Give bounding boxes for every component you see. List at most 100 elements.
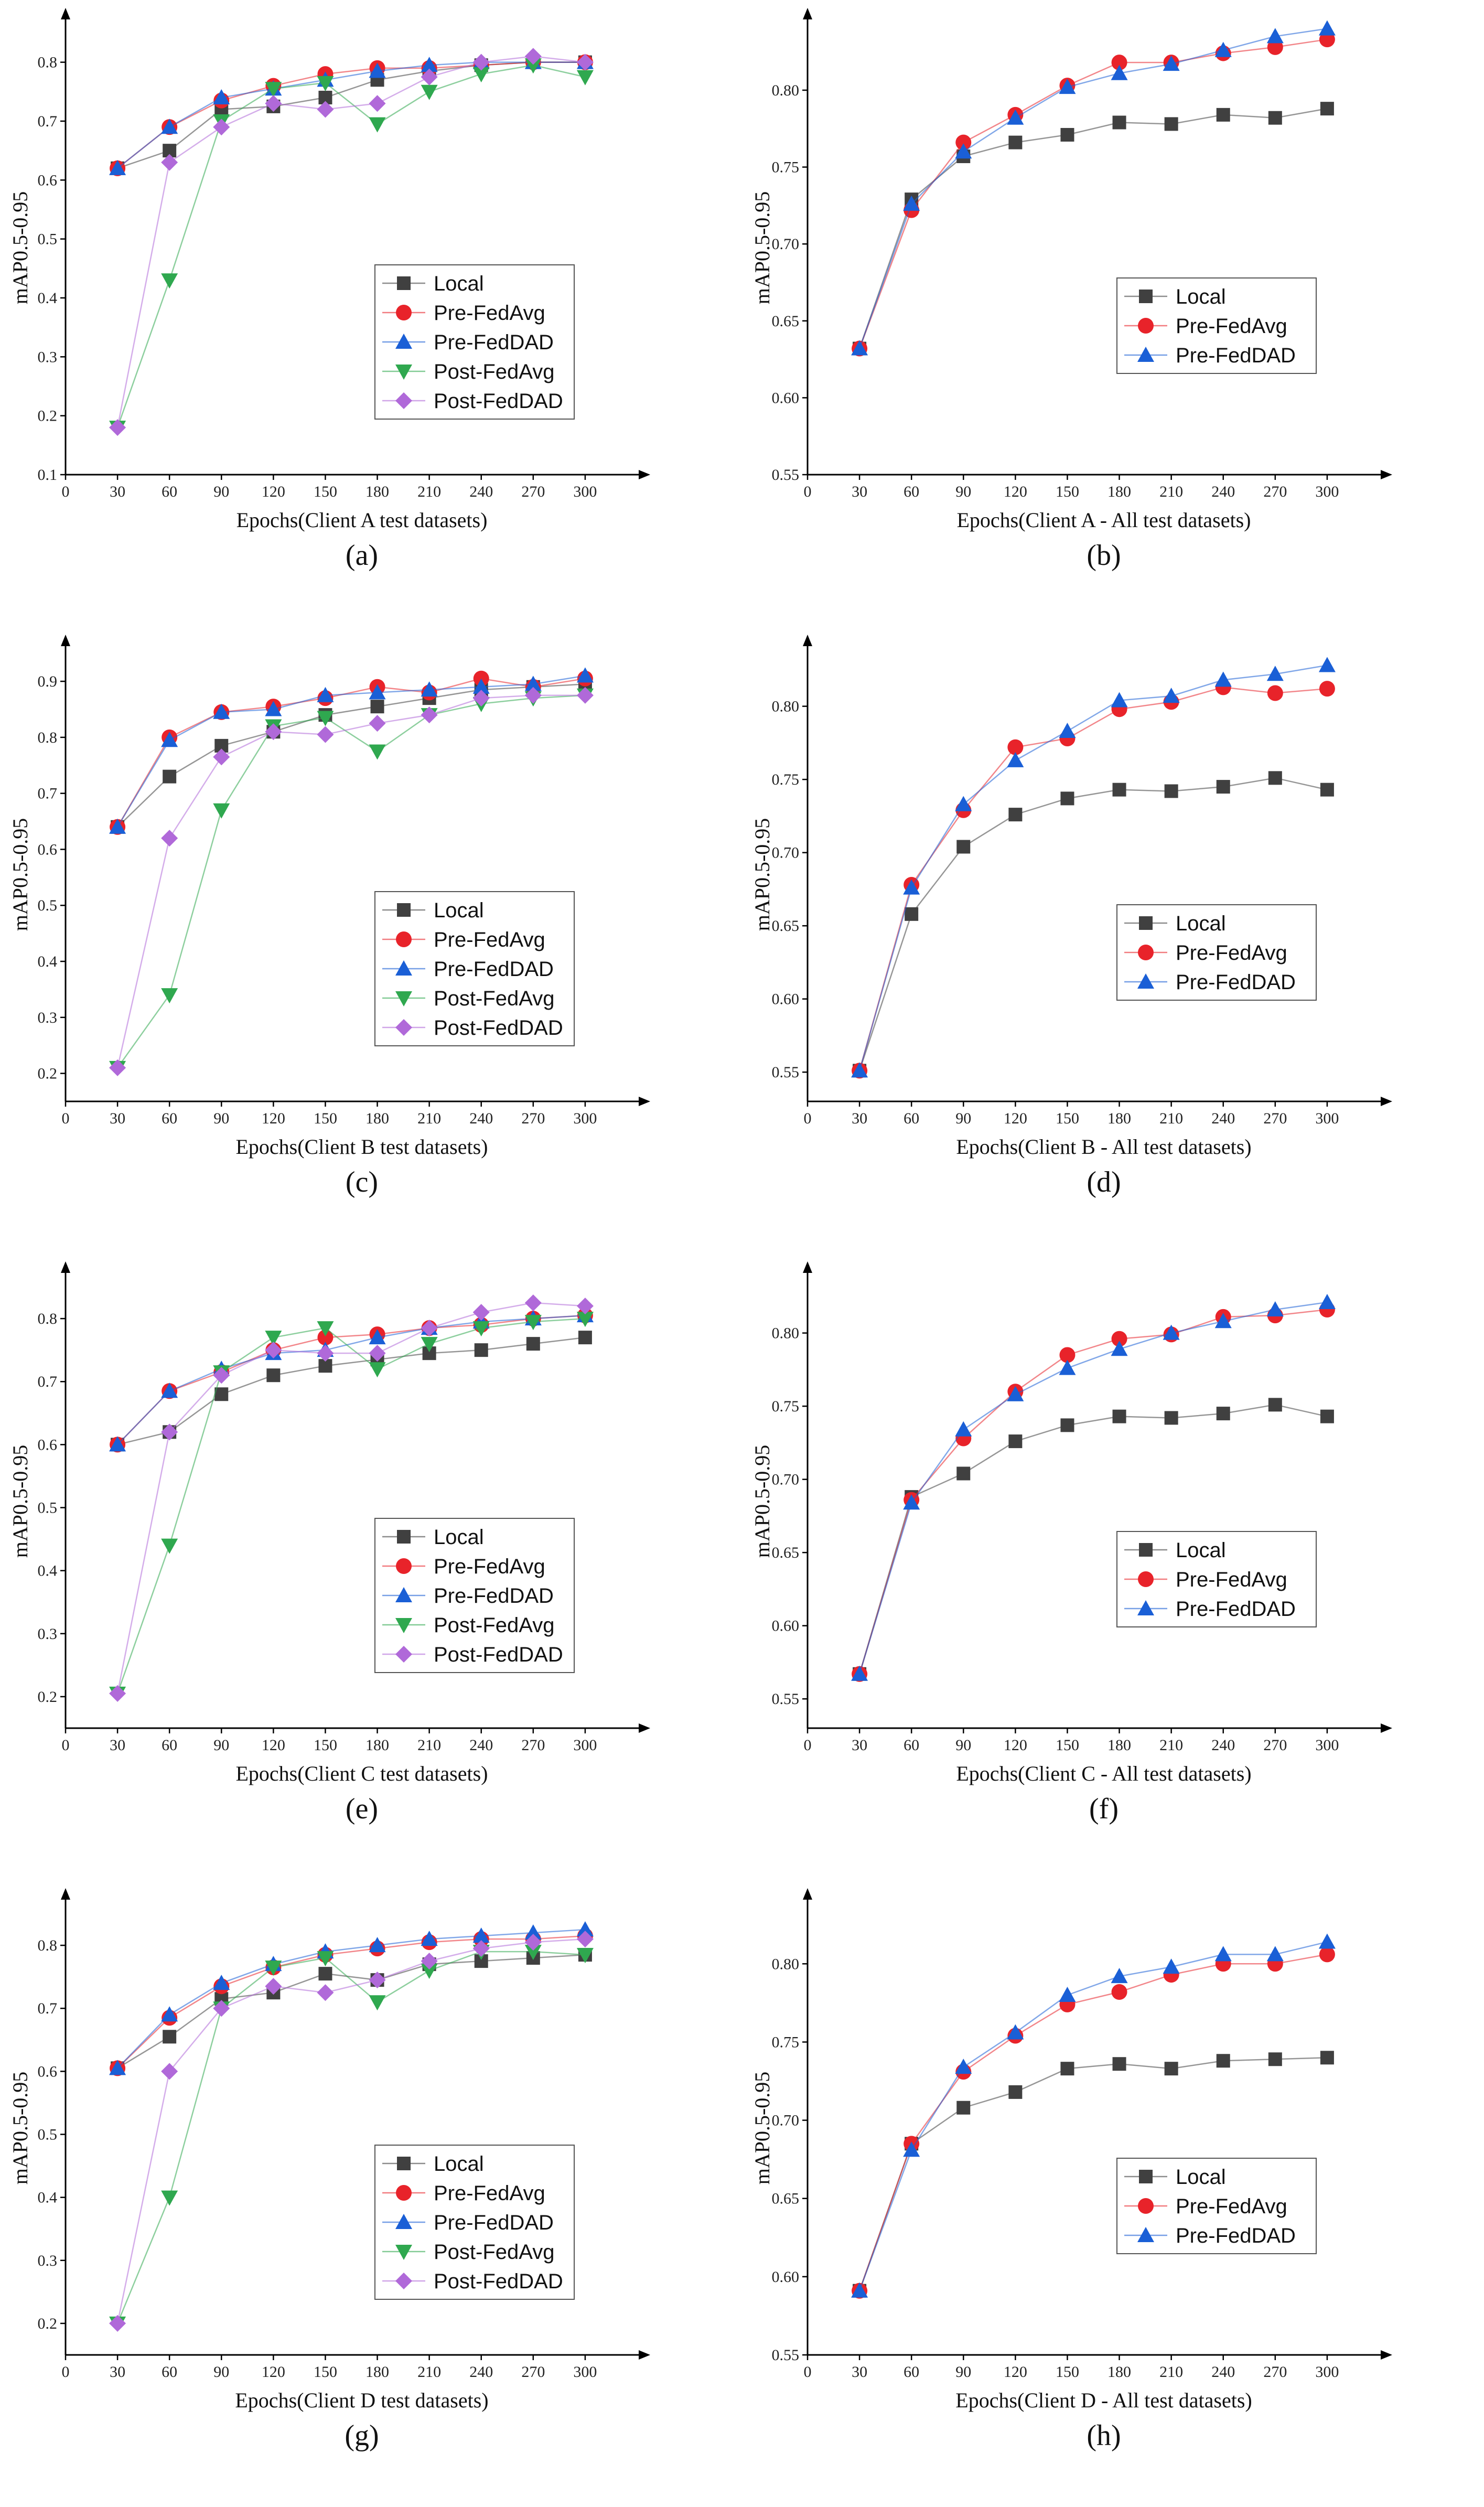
data-point-pre-feddad — [1163, 1958, 1180, 1974]
data-point-pre-feddad — [1266, 666, 1284, 681]
data-point-post-fedavg — [265, 82, 282, 98]
x-axis-label: Epochs(Client A - All test datasets) — [956, 508, 1251, 532]
x-tick-label: 180 — [365, 1110, 389, 1127]
legend-item-post-feddad: Post-FedDAD — [382, 390, 563, 413]
data-point-pre-feddad — [1214, 1313, 1232, 1329]
data-point-pre-feddad — [421, 57, 438, 72]
x-tick-label: 120 — [1004, 1737, 1027, 1754]
data-point-local — [1060, 127, 1074, 142]
series-line-pre-feddad — [858, 665, 1328, 1071]
x-tick-label: 120 — [262, 2363, 285, 2381]
series-pre-fedavg — [852, 679, 1335, 1079]
series-line-post-fedavg — [116, 1951, 585, 2324]
data-point-post-fedavg — [421, 1964, 438, 1979]
y-tick-label: 0.75 — [772, 771, 800, 788]
legend-label: Pre-FedAvg — [434, 2182, 545, 2205]
data-point-post-feddad — [213, 119, 230, 136]
y-tick-label: 0.7 — [38, 785, 58, 802]
legend-marker-post-fedavg — [395, 2245, 412, 2260]
y-axis-label: mAP0.5-0.95 — [750, 191, 774, 305]
data-point-post-feddad — [213, 2000, 230, 2017]
data-point-local — [1008, 135, 1023, 149]
data-point-pre-feddad — [1266, 1301, 1284, 1316]
data-point-pre-feddad — [576, 1921, 594, 1937]
y-axis-arrow — [803, 1261, 812, 1273]
series-line-pre-feddad — [858, 1301, 1328, 1675]
axes: 0 30 60 90 120 150 180 210 240 270 300 0.2 0.3 0.4 0.5… — [38, 1888, 650, 2381]
data-point-pre-fedavg — [1319, 1946, 1335, 1963]
data-point-post-feddad — [109, 1059, 126, 1076]
data-point-local — [1216, 1407, 1230, 1421]
series-line-post-feddad — [116, 1302, 585, 1694]
data-point-pre-feddad — [1059, 79, 1076, 94]
x-tick-label: 270 — [521, 483, 545, 500]
data-point-post-fedavg — [161, 1538, 178, 1554]
legend-marker-local — [397, 2157, 411, 2170]
y-tick-label: 0.60 — [772, 1617, 800, 1635]
x-axis-arrow — [639, 2350, 650, 2360]
x-tick-label: 270 — [521, 1110, 545, 1127]
data-point-pre-fedavg — [955, 134, 972, 151]
legend: Local Pre-FedAvg Pre-FedDAD — [1116, 904, 1317, 1001]
data-point-pre-fedavg — [1319, 681, 1335, 697]
legend-item-pre-fedavg: Pre-FedAvg — [382, 1555, 545, 1578]
y-tick-label: 0.65 — [772, 1544, 800, 1561]
data-point-pre-feddad — [1059, 1986, 1076, 2002]
x-tick-label: 30 — [852, 1110, 867, 1127]
legend-marker-post-fedavg — [395, 991, 412, 1006]
legend-label: Pre-FedDAD — [434, 958, 554, 981]
x-tick-label: 150 — [314, 1737, 337, 1754]
x-tick-label: 30 — [852, 1737, 867, 1754]
y-axis-arrow — [61, 8, 70, 19]
data-point-local — [1320, 1409, 1334, 1423]
legend-marker-pre-fedavg — [1138, 2198, 1154, 2214]
data-point-local — [1320, 102, 1334, 116]
series-line-pre-feddad — [117, 1314, 585, 1445]
legend-item-local: Local — [382, 272, 484, 295]
series-pre-feddad — [109, 667, 594, 834]
data-point-pre-feddad — [1111, 1341, 1128, 1356]
y-tick-label: 0.75 — [772, 1398, 800, 1415]
y-tick-label: 0.55 — [772, 1064, 800, 1081]
y-tick-label: 0.55 — [772, 466, 800, 484]
series-pre-feddad — [851, 1294, 1336, 1681]
x-tick-label: 0 — [62, 483, 70, 500]
legend-label: Post-FedDAD — [434, 2270, 563, 2293]
legend-marker-local — [1139, 1543, 1153, 1557]
legend-marker-pre-fedavg — [1138, 1571, 1154, 1587]
y-tick-label: 0.6 — [38, 172, 58, 189]
legend-item-post-fedavg: Post-FedAvg — [382, 2241, 555, 2264]
data-point-post-feddad — [576, 1931, 594, 1948]
x-tick-label: 90 — [955, 1737, 971, 1754]
x-axis-arrow — [639, 1723, 650, 1733]
data-point-pre-feddad — [1214, 671, 1232, 687]
y-axis-label: mAP0.5-0.95 — [750, 2072, 774, 2185]
x-axis-arrow — [1381, 1723, 1392, 1733]
series-pre-feddad — [851, 657, 1336, 1078]
y-tick-label: 0.3 — [38, 1009, 58, 1026]
legend-marker-pre-fedavg — [396, 2185, 412, 2201]
data-point-pre-feddad — [369, 1937, 386, 1953]
data-point-post-fedavg — [265, 1960, 282, 1976]
legend-marker-post-fedavg — [395, 1618, 412, 1633]
legend-marker-pre-fedavg — [1138, 945, 1154, 960]
chart-panel-b: 0 30 60 90 120 150 180 210 240 270 300 0.55 0.60 0.65… — [750, 8, 1392, 572]
series-line-post-fedavg — [116, 1317, 585, 1694]
x-tick-label: 240 — [469, 1737, 493, 1754]
data-point-pre-feddad — [955, 796, 972, 811]
data-point-post-fedavg — [421, 1337, 438, 1353]
legend-label: Pre-FedDAD — [434, 2211, 554, 2234]
data-point-local — [1112, 115, 1126, 130]
legend-label: Pre-FedDAD — [1176, 971, 1296, 994]
y-tick-label: 0.65 — [772, 313, 800, 330]
data-point-post-feddad — [421, 1320, 438, 1337]
data-point-post-feddad — [472, 1304, 490, 1321]
y-tick-label: 0.8 — [38, 729, 58, 746]
y-tick-label: 0.8 — [38, 1310, 58, 1327]
legend-marker-pre-feddad — [1137, 2227, 1154, 2242]
legend-item-pre-feddad: Pre-FedDAD — [1124, 344, 1296, 367]
x-axis-label: Epochs(Client C test datasets) — [235, 1762, 488, 1785]
series-pre-fedavg — [110, 54, 593, 176]
legend-item-post-fedavg: Post-FedAvg — [382, 987, 555, 1010]
data-point-post-feddad — [576, 53, 594, 71]
